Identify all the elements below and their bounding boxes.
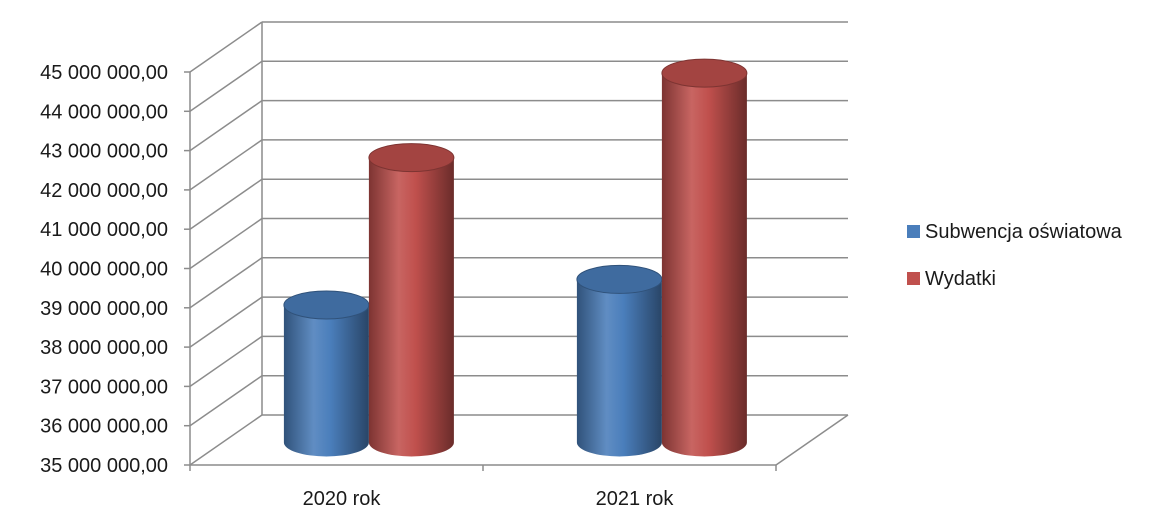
bars	[283, 58, 748, 457]
bar-body	[368, 157, 454, 457]
y-tick-label: 39 000 000,00	[40, 298, 168, 320]
y-tick-label: 37 000 000,00	[40, 376, 168, 398]
bar-top	[283, 290, 370, 320]
gridline-diagonal	[189, 139, 263, 191]
gridline-diagonal	[189, 60, 263, 112]
y-tick-label: 43 000 000,00	[40, 141, 168, 163]
gridline-diagonal	[189, 217, 263, 270]
gridline-diagonal	[189, 335, 263, 388]
bar-top	[368, 143, 455, 173]
bar-top	[576, 264, 663, 294]
y-tick-label: 44 000 000,00	[40, 101, 168, 123]
y-tick-label: 35 000 000,00	[40, 455, 168, 477]
legend-label: Wydatki	[925, 268, 996, 290]
bar-body	[283, 304, 369, 457]
x-tick-label: 2020 rok	[303, 488, 382, 510]
gridline-diagonal	[189, 257, 263, 309]
x-axis-labels: 2020 rok 2021 rok	[303, 488, 675, 510]
legend-swatch	[907, 272, 920, 285]
y-tick-label: 38 000 000,00	[40, 337, 168, 359]
gridline-diagonal	[189, 375, 263, 427]
bar-top	[661, 58, 748, 88]
bar-body	[576, 279, 662, 457]
gridlines	[184, 21, 849, 471]
x-tick-label: 2021 rok	[596, 488, 675, 510]
bar	[661, 58, 748, 457]
y-tick-label: 42 000 000,00	[40, 180, 168, 202]
gridline-diagonal	[189, 178, 263, 230]
bar	[576, 264, 663, 457]
gridline-diagonal	[189, 414, 263, 466]
gridline-diagonal	[189, 296, 263, 348]
bar	[283, 290, 370, 457]
bar	[368, 143, 455, 457]
y-tick-label: 40 000 000,00	[40, 259, 168, 281]
y-axis-labels: 35 000 000,00 36 000 000,00 37 000 000,00 3…	[40, 62, 168, 477]
y-tick-label: 41 000 000,00	[40, 219, 168, 241]
bar-body	[661, 73, 747, 457]
y-tick-label: 36 000 000,00	[40, 416, 168, 438]
gridline-diagonal	[189, 99, 263, 152]
legend-label: Subwencja oświatowa	[925, 221, 1123, 243]
floor-right-edge	[775, 414, 849, 466]
gridline-diagonal	[189, 21, 263, 73]
y-tick-label: 45 000 000,00	[40, 62, 168, 84]
legend: Subwencja oświatowa Wydatki	[907, 221, 1123, 290]
legend-swatch	[907, 225, 920, 238]
